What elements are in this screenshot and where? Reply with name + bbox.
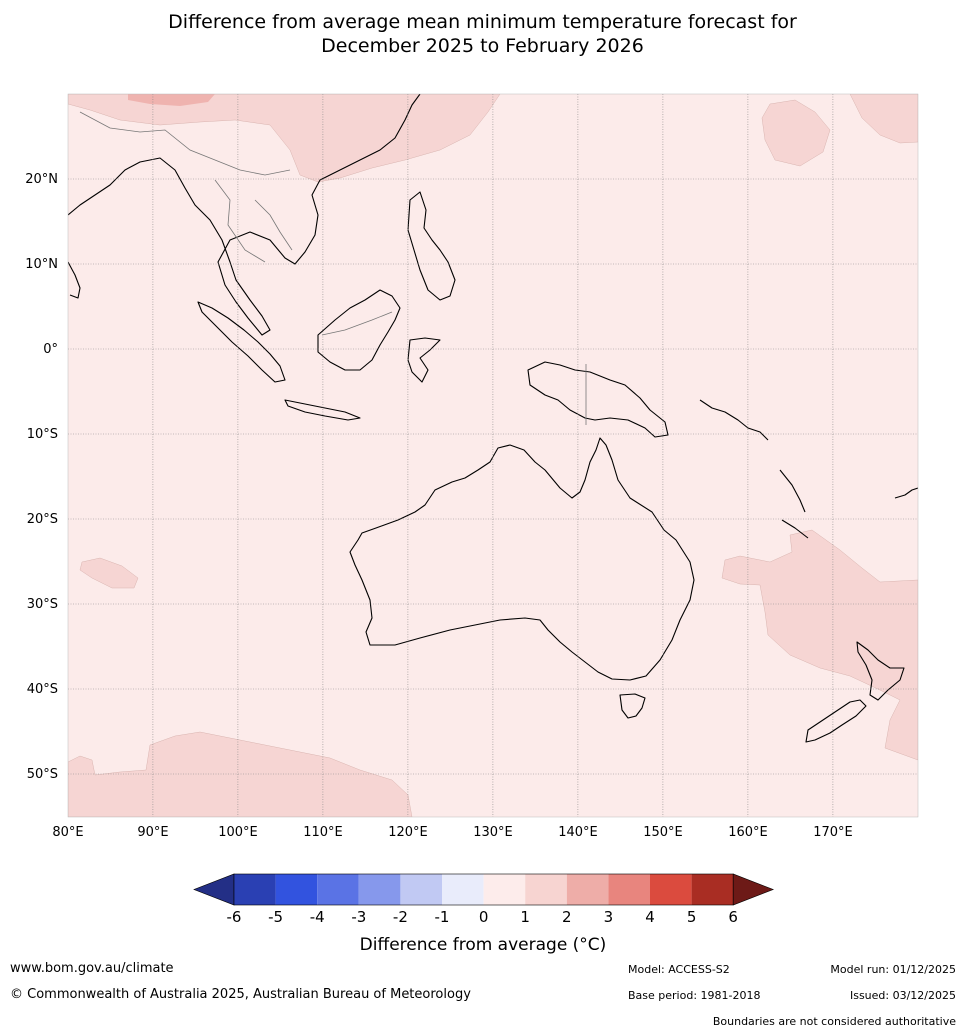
lon-label: 170°E (813, 825, 853, 840)
new-guinea-outline (527, 361, 669, 438)
anomaly-region-east-asia (68, 94, 501, 183)
colorbar-ticks: -6 -5 -4 -3 -2 -1 0 1 2 3 4 5 6 (227, 908, 738, 926)
colorbar-bin (234, 874, 276, 905)
colorbar-bin (275, 874, 318, 905)
colorbar-bin (525, 874, 567, 905)
vanuatu-islands (779, 469, 806, 513)
coastlines (68, 94, 918, 743)
sulawesi-outline (407, 337, 441, 383)
anomaly-region-indian-ocean (79, 557, 139, 589)
colorbar-bin (691, 874, 734, 905)
longitude-labels: 80°E 90°E 100°E 110°E 120°E 130°E 140°E … (52, 825, 852, 840)
colorbar-tick-label: 2 (562, 908, 572, 926)
new-caledonia (781, 519, 809, 539)
java-outline (284, 399, 361, 421)
footer-copyright: © Commonwealth of Australia 2025, Austra… (10, 987, 471, 1002)
anomaly-region-north-pacific-1 (761, 99, 831, 167)
lon-label: 150°E (643, 825, 683, 840)
colorbar-tick-label: -4 (310, 908, 325, 926)
anomaly-shading (68, 94, 918, 817)
latitude-labels: 20°N 10°N 0° 10°S 20°S 30°S 40°S 50°S (25, 172, 58, 782)
lon-label: 120°E (388, 825, 428, 840)
lat-label: 10°N (25, 257, 58, 272)
colorbar-tick-label: 3 (604, 908, 614, 926)
lon-label: 110°E (303, 825, 343, 840)
colorbar-bin (442, 874, 484, 905)
lat-label: 0° (43, 342, 58, 357)
colorbar-outline (233, 873, 734, 906)
colorbar-bin (650, 874, 692, 905)
colorbar-tick-label: 6 (728, 908, 738, 926)
colorbar-bin (483, 874, 526, 905)
colorbar-bin (317, 874, 359, 905)
borneo-outline (317, 289, 401, 371)
colorbar-tick-label: 1 (520, 908, 530, 926)
map-frame (67, 93, 919, 818)
solomon-islands (699, 399, 769, 441)
colorbar-tick-label: -5 (268, 908, 283, 926)
lon-label: 140°E (558, 825, 598, 840)
map-title-line-2: December 2025 to February 2026 (321, 35, 644, 57)
footer-base-period: Base period: 1981-2018 (628, 989, 761, 1002)
lon-label: 130°E (473, 825, 513, 840)
colorbar-tick-label: 4 (645, 908, 655, 926)
lat-label: 30°S (27, 597, 58, 612)
anomaly-region-east-asia-warm (128, 94, 215, 106)
anomaly-region-tasman-sea (721, 529, 918, 761)
new-zealand-north-island (856, 641, 905, 701)
footer-disclaimer: Boundaries are not considered authoritat… (712, 1015, 956, 1028)
lon-label: 90°E (137, 825, 168, 840)
australia-outline (349, 437, 695, 681)
colorbar-tick-label: -3 (351, 908, 366, 926)
sumatra-outline (197, 301, 286, 383)
india-coastline (68, 261, 81, 299)
colorbar-cells (193, 873, 775, 906)
anomaly-region-north-pacific-2 (849, 94, 918, 144)
map-title: Difference from average mean minimum tem… (0, 10, 965, 58)
new-zealand-south-island (805, 699, 867, 743)
colorbar-bin (358, 874, 401, 905)
map-title-line-1: Difference from average mean minimum tem… (168, 11, 797, 33)
fiji-islands (894, 487, 918, 499)
lat-label: 20°N (25, 172, 58, 187)
colorbar-bin (608, 874, 650, 905)
colorbar-bin (400, 874, 442, 905)
lat-label: 10°S (27, 427, 58, 442)
lat-label: 20°S (27, 512, 58, 527)
colorbar-tick-label: -2 (393, 908, 408, 926)
tasmania-outline (619, 693, 646, 719)
asia-coastline (68, 94, 421, 336)
country-borders (79, 111, 587, 425)
colorbar-bin (566, 874, 609, 905)
colorbar-tick-label: -6 (227, 908, 242, 926)
colorbar-tick-label: 0 (479, 908, 489, 926)
lon-label: 80°E (52, 825, 83, 840)
colorbar-extension-low (193, 873, 235, 906)
colorbar-label: Difference from average (°C) (360, 935, 607, 955)
lat-label: 50°S (27, 767, 58, 782)
anomaly-region-southern-ocean (68, 731, 413, 817)
philippines-outline (407, 191, 456, 301)
footer-issued: Issued: 03/12/2025 (849, 989, 956, 1002)
footer-model-run: Model run: 01/12/2025 (830, 963, 956, 976)
lon-label: 160°E (728, 825, 768, 840)
graticule (68, 94, 918, 817)
lon-label: 100°E (218, 825, 258, 840)
footer-model: Model: ACCESS-S2 (628, 963, 730, 976)
colorbar: -6 -5 -4 -3 -2 -1 0 1 2 3 4 5 6 Difference from aver… (193, 873, 775, 955)
colorbar-extension-high (732, 873, 775, 906)
colorbar-tick-label: 5 (687, 908, 697, 926)
colorbar-tick-label: -1 (435, 908, 450, 926)
lat-label: 40°S (27, 682, 58, 697)
footer-website[interactable]: www.bom.gov.au/climate (10, 961, 174, 976)
